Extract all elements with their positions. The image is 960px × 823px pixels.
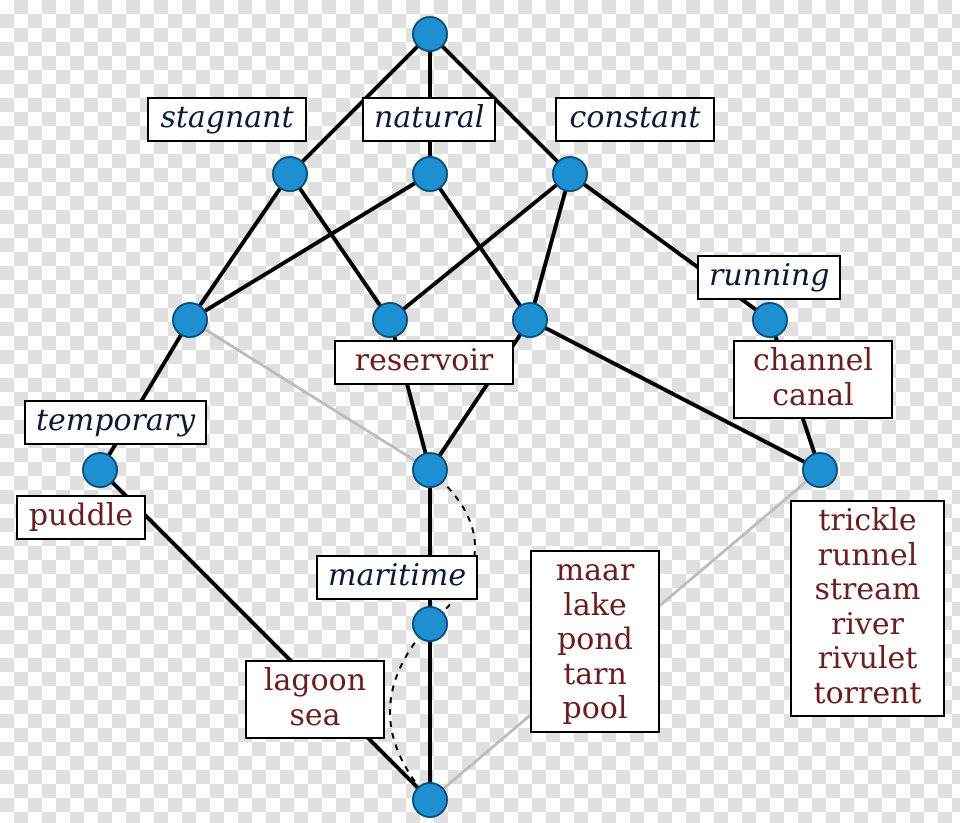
node-r2c bbox=[552, 156, 588, 192]
node-r2a bbox=[272, 156, 308, 192]
node-r4c bbox=[802, 452, 838, 488]
node-r3c bbox=[512, 302, 548, 338]
label-running: running bbox=[697, 255, 841, 300]
node-r2b bbox=[412, 156, 448, 192]
label-reservoir: reservoir bbox=[334, 340, 514, 385]
label-trickle: trickle runnel stream river rivulet torr… bbox=[790, 500, 945, 717]
node-r3d bbox=[752, 302, 788, 338]
label-stagnant: stagnant bbox=[147, 97, 307, 142]
node-r4a bbox=[82, 452, 118, 488]
node-r5 bbox=[412, 606, 448, 642]
node-r3a bbox=[172, 302, 208, 338]
label-puddle: puddle bbox=[16, 495, 146, 540]
node-r3b bbox=[372, 302, 408, 338]
label-lagoon: lagoon sea bbox=[245, 660, 385, 739]
label-channel: channel canal bbox=[733, 340, 893, 419]
label-maar: maar lake pond tarn pool bbox=[530, 550, 660, 733]
node-top bbox=[412, 16, 448, 52]
node-r4b bbox=[412, 452, 448, 488]
node-bottom bbox=[412, 782, 448, 818]
label-maritime: maritime bbox=[316, 555, 478, 600]
label-natural: natural bbox=[362, 97, 496, 142]
label-temporary: temporary bbox=[24, 400, 207, 445]
label-constant: constant bbox=[555, 97, 715, 142]
